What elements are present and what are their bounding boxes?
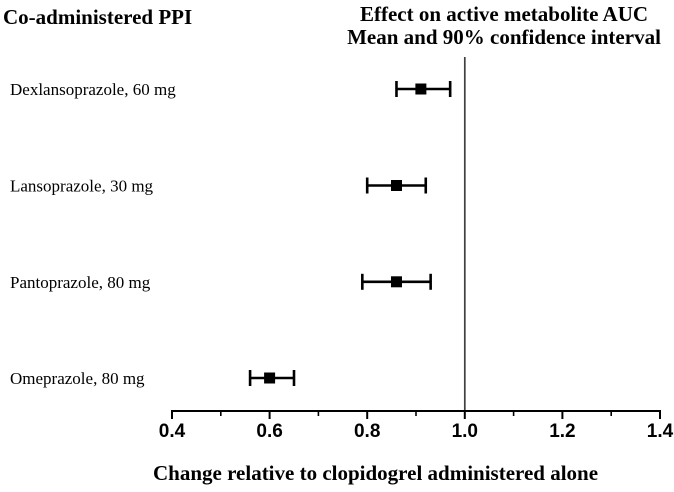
chart-title-line1: Effect on active metabolite AUC — [359, 2, 649, 26]
x-axis-tick-label: 0.8 — [354, 421, 380, 442]
x-axis-tick-label: 1.0 — [452, 421, 478, 442]
x-axis-tick-label: 1.2 — [549, 421, 575, 442]
chart-title-line2: Mean and 90% confidence interval — [347, 25, 661, 49]
x-axis-tick-label: 0.6 — [256, 421, 282, 442]
row-label: Omeprazole, 80 mg — [10, 369, 145, 388]
row-label: Lansoprazole, 30 mg — [10, 177, 154, 196]
row-label: Pantoprazole, 80 mg — [10, 273, 151, 292]
mean-marker — [390, 276, 402, 288]
x-axis-tick-label: 0.4 — [159, 421, 186, 442]
chart-title: Effect on active metabolite AUC Mean and… — [338, 3, 670, 49]
x-axis-tick-label: 1.4 — [647, 421, 674, 442]
mean-marker — [415, 83, 427, 95]
mean-marker — [264, 372, 276, 384]
left-column-header: Co-administered PPI — [3, 5, 193, 29]
mean-marker — [390, 180, 402, 191]
row-label: Dexlansoprazole, 60 mg — [10, 80, 176, 99]
x-axis-title: Change relative to clopidogrel administe… — [153, 461, 599, 485]
